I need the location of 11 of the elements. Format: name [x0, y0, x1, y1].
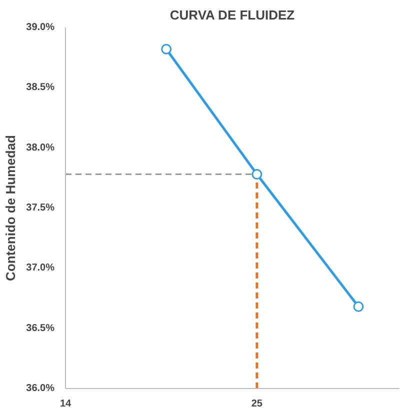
y-tick-label: 38.0% — [26, 142, 55, 154]
y-tick-label: 36.0% — [26, 383, 55, 394]
chart-title: CURVA DE FLUIDEZ — [170, 8, 295, 22]
y-tick-label: 37.0% — [26, 262, 55, 274]
x-tick-label: 25 — [251, 398, 263, 409]
y-tick-label: 38.5% — [26, 82, 55, 94]
y-tick-label: 39.0% — [26, 22, 55, 33]
y-tick-label: 37.5% — [26, 202, 55, 214]
y-axis-title: Contenido de Humedad — [3, 134, 18, 281]
x-tick-label: 14 — [60, 398, 72, 409]
y-tick-label: 36.5% — [26, 322, 55, 334]
